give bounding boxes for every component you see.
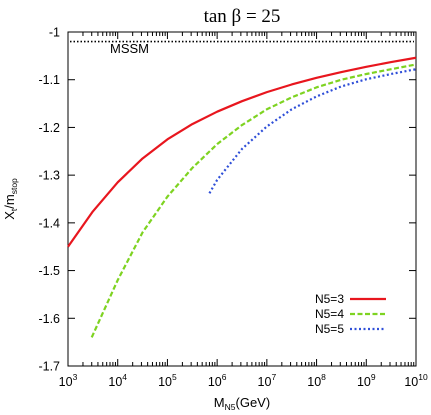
series-line-n5-3 [67,56,417,248]
legend-label: N5=4 [315,307,344,321]
x-tick-label: 1010 [404,372,428,389]
legend-label: N5=3 [315,292,344,306]
y-tick-label: -1.3 [38,169,60,183]
y-tick-label: -1 [49,26,60,40]
reference-line-group: MSSM [70,40,414,56]
chart-title: tan β = 25 [204,6,281,27]
mssm-label: MSSM [110,41,149,56]
series-line-n5-4 [90,63,417,338]
series-group [67,56,417,338]
plot-frame [67,31,417,367]
y-tick-label: -1.5 [38,264,60,278]
x-tick-label: 106 [208,372,227,389]
x-axis: 103 104 105 106 107 108 109 1010 [59,32,428,389]
x-tick-label: 105 [158,372,177,389]
series-line-n5-5 [208,68,417,194]
y-tick-label: -1.7 [38,360,60,374]
y-axis: -1 -1.1 -1.2 -1.3 -1.4 -1.5 -1.6 -1.7 [38,26,416,374]
y-tick-label: -1.6 [38,312,60,326]
y-tick-label: -1.2 [38,121,60,135]
y-tick-label: -1.4 [38,216,60,230]
legend-label: N5=5 [315,322,344,336]
x-tick-label: 109 [357,372,376,389]
x-axis-label: MN5(GeV) [214,395,270,412]
legend: N5=3N5=4N5=5 [315,292,386,336]
x-tick-label: 108 [307,372,326,389]
x-tick-label: 103 [59,372,78,389]
x-tick-label: 104 [108,372,127,389]
axis-labels: MN5(GeV) Xt/mstop [2,178,270,412]
chart-title-text: tan β = 25 [204,6,281,27]
x-tick-label: 107 [258,372,277,389]
y-axis-label: Xt/mstop [2,178,19,220]
y-tick-label: -1.1 [38,73,60,87]
